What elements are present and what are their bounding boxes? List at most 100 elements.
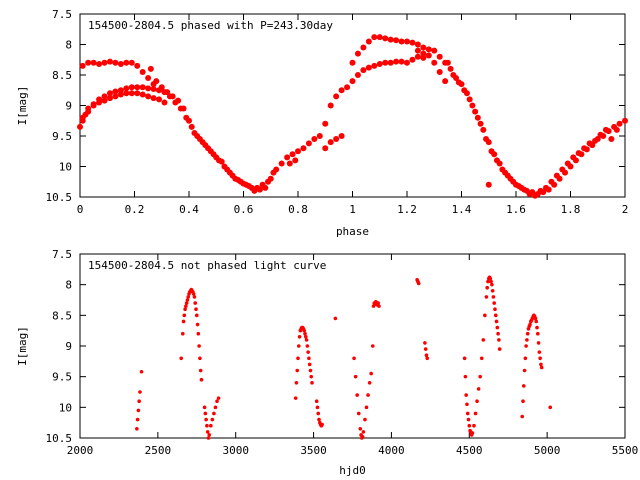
data-point — [161, 99, 168, 106]
data-point — [528, 322, 532, 327]
data-point — [295, 148, 301, 155]
data-point — [198, 368, 203, 373]
data-point — [470, 431, 475, 435]
data-point — [602, 126, 609, 133]
data-point — [305, 140, 312, 147]
data-point — [153, 78, 160, 85]
data-point — [398, 58, 405, 65]
data-point — [597, 131, 604, 138]
data-point — [139, 91, 146, 98]
data-point — [497, 338, 501, 342]
data-point — [520, 414, 525, 419]
data-point — [504, 172, 511, 179]
data-point — [145, 85, 152, 92]
data-point — [311, 136, 318, 143]
data-point — [112, 93, 119, 100]
data-point — [199, 377, 204, 382]
data-point — [537, 350, 542, 354]
data-point — [251, 187, 258, 194]
x-tick-label: 0.4 — [179, 203, 199, 216]
data-point — [444, 59, 451, 66]
data-point — [198, 356, 202, 361]
data-point — [536, 341, 541, 345]
data-point — [480, 126, 487, 133]
data-point — [608, 136, 615, 143]
data-point — [581, 145, 588, 152]
data-point — [294, 381, 299, 385]
data-point — [306, 350, 310, 354]
x-tick-label: 0.2 — [125, 203, 145, 216]
data-point — [216, 396, 221, 400]
data-point — [169, 93, 176, 100]
data-point — [526, 190, 533, 197]
data-point — [485, 285, 489, 290]
data-point — [481, 338, 486, 342]
data-point — [202, 405, 207, 410]
data-point — [123, 59, 130, 66]
data-point — [364, 405, 369, 410]
data-point — [369, 371, 373, 376]
data-point — [360, 67, 367, 74]
data-point — [235, 176, 242, 183]
data-point — [137, 399, 141, 404]
data-point — [316, 411, 321, 416]
data-point — [305, 344, 310, 348]
data-point — [450, 72, 457, 78]
data-point — [128, 84, 135, 91]
data-point — [194, 307, 198, 312]
data-point — [538, 356, 542, 361]
data-point — [353, 374, 358, 379]
data-point — [90, 102, 97, 109]
data-point — [548, 405, 553, 410]
data-point — [284, 154, 291, 161]
data-point — [536, 331, 540, 336]
data-point — [393, 58, 400, 65]
data-point — [338, 87, 345, 94]
y-tick-label: 8.5 — [52, 69, 72, 82]
data-point — [297, 335, 302, 339]
data-point — [495, 325, 500, 330]
plot-frame — [79, 13, 626, 198]
data-point — [139, 369, 144, 374]
data-point — [123, 90, 130, 97]
data-point — [327, 139, 334, 146]
data-point — [420, 44, 427, 51]
data-point — [150, 86, 157, 93]
data-point — [79, 62, 86, 69]
data-point — [483, 313, 487, 318]
x-tick-label: 1.8 — [561, 203, 581, 216]
data-point — [436, 68, 443, 75]
data-point — [196, 331, 201, 336]
data-point — [322, 145, 329, 152]
data-point — [333, 136, 340, 143]
data-point — [486, 279, 490, 284]
data-point — [134, 62, 141, 69]
data-point — [180, 331, 185, 336]
x-axis-title: hjd0 — [339, 464, 366, 477]
y-tick-label: 9.5 — [52, 371, 72, 384]
data-point — [393, 37, 400, 44]
data-point — [352, 356, 356, 361]
data-point — [338, 133, 345, 139]
data-point — [462, 356, 467, 361]
data-point — [188, 123, 195, 130]
data-point — [559, 166, 566, 173]
data-point — [322, 120, 329, 127]
y-tick-label: 9 — [65, 100, 72, 113]
x-tick-label: 1.4 — [452, 203, 472, 216]
data-point — [515, 183, 522, 190]
data-point — [382, 35, 389, 42]
data-point — [465, 402, 469, 407]
data-point — [293, 396, 298, 400]
x-tick-label: 0.8 — [288, 203, 308, 216]
data-point — [101, 93, 108, 100]
data-point — [314, 399, 319, 404]
x-tick-label: 5500 — [612, 444, 639, 457]
data-point — [616, 120, 623, 127]
y-axis-title: I[mag] — [16, 326, 29, 366]
y-tick-label: 8 — [65, 39, 72, 52]
plot-frame — [79, 253, 626, 439]
data-point — [278, 160, 285, 167]
x-axis-title: phase — [336, 225, 369, 238]
